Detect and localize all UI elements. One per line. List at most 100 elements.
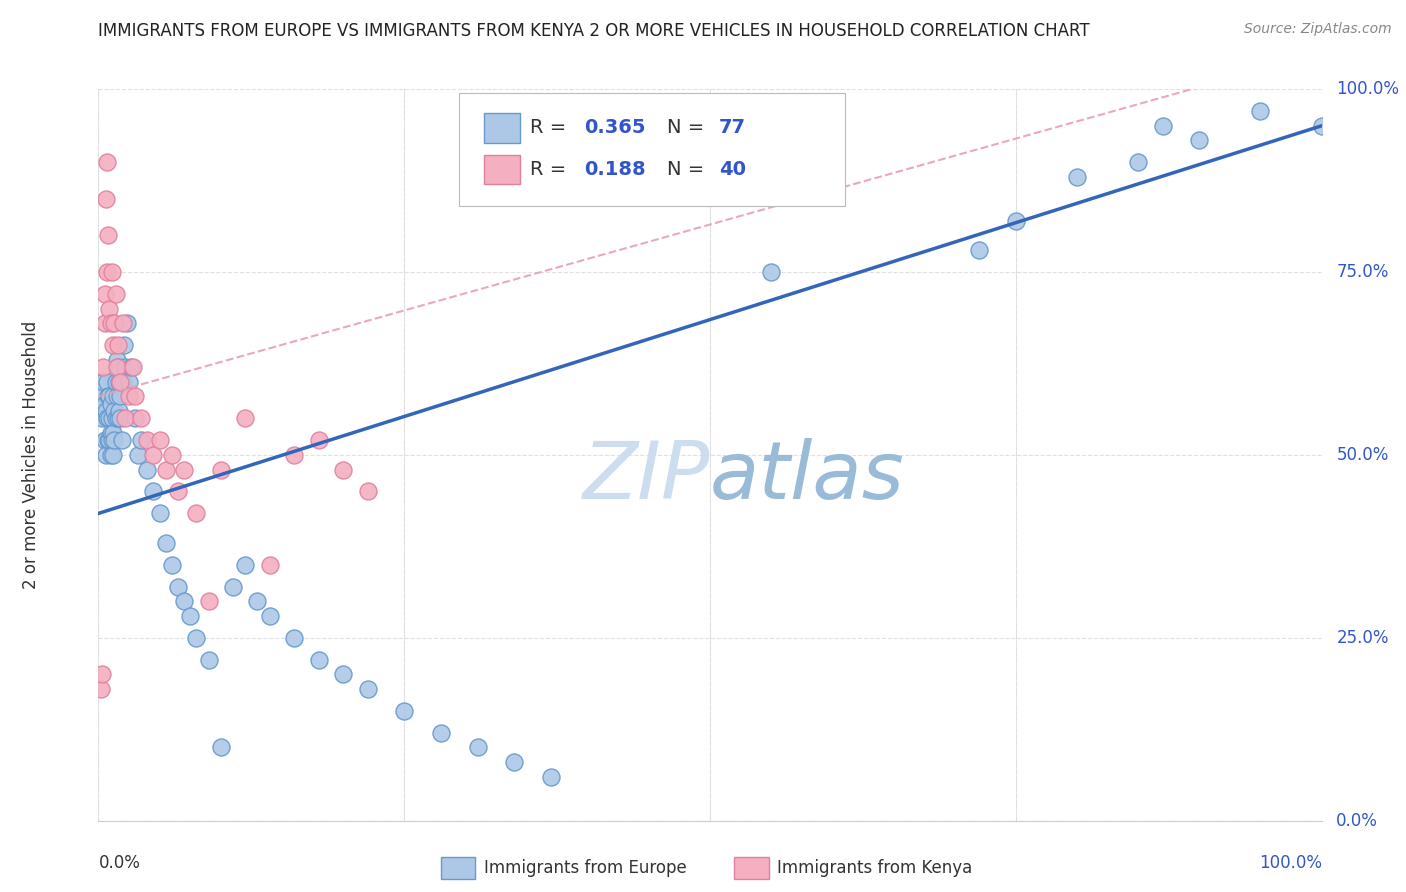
Point — [155, 535, 177, 549]
Point — [115, 316, 138, 330]
Text: 0.188: 0.188 — [583, 161, 645, 179]
Point — [91, 375, 114, 389]
Point — [129, 411, 152, 425]
Point — [105, 352, 128, 367]
Point — [197, 594, 219, 608]
Point — [105, 360, 128, 375]
Point — [103, 316, 125, 330]
Point — [1249, 104, 1271, 119]
Point — [97, 228, 120, 243]
Point — [100, 425, 122, 440]
Point — [104, 411, 127, 425]
Point — [101, 338, 124, 352]
Point — [111, 434, 134, 448]
Point — [103, 404, 125, 418]
Point — [129, 434, 152, 448]
Point — [107, 338, 129, 352]
Point — [283, 631, 305, 645]
Point — [93, 316, 115, 330]
Point — [114, 360, 136, 375]
Point — [100, 448, 122, 462]
Text: 100.0%: 100.0% — [1336, 80, 1399, 98]
Point — [110, 411, 132, 425]
Text: 25.0%: 25.0% — [1336, 629, 1389, 647]
Point — [108, 404, 131, 418]
Point — [167, 580, 190, 594]
Point — [91, 667, 114, 681]
Point — [179, 608, 201, 623]
Point — [332, 462, 354, 476]
Point — [97, 389, 120, 403]
Point — [90, 389, 112, 403]
Point — [101, 434, 124, 448]
Point — [467, 740, 489, 755]
Point — [283, 448, 305, 462]
Point — [136, 434, 159, 448]
Text: 0.365: 0.365 — [583, 119, 645, 137]
Point — [392, 704, 416, 718]
Point — [96, 411, 118, 425]
Point — [98, 389, 121, 403]
Point — [98, 411, 121, 425]
Point — [93, 397, 115, 411]
Point — [332, 667, 354, 681]
Point — [1152, 119, 1174, 133]
Text: 77: 77 — [718, 119, 745, 137]
Text: 40: 40 — [718, 161, 745, 179]
FancyBboxPatch shape — [484, 113, 520, 143]
Point — [101, 411, 124, 425]
Point — [104, 287, 127, 301]
Point — [118, 389, 141, 403]
Text: IMMIGRANTS FROM EUROPE VS IMMIGRANTS FROM KENYA 2 OR MORE VEHICLES IN HOUSEHOLD : IMMIGRANTS FROM EUROPE VS IMMIGRANTS FRO… — [98, 22, 1090, 40]
Point — [1066, 169, 1088, 184]
Point — [124, 411, 146, 425]
Point — [430, 726, 453, 740]
Point — [503, 755, 526, 769]
FancyBboxPatch shape — [460, 93, 845, 206]
Point — [96, 155, 118, 169]
Point — [91, 411, 114, 425]
Point — [1310, 119, 1333, 133]
Text: 2 or more Vehicles in Household: 2 or more Vehicles in Household — [22, 321, 41, 589]
Point — [142, 484, 165, 499]
Text: 75.0%: 75.0% — [1336, 263, 1389, 281]
Point — [149, 434, 172, 448]
Point — [101, 425, 124, 440]
Point — [111, 375, 134, 389]
Point — [104, 375, 127, 389]
Point — [356, 484, 378, 499]
Text: 0.0%: 0.0% — [98, 854, 141, 871]
Point — [233, 558, 256, 572]
Text: 50.0%: 50.0% — [1336, 446, 1389, 464]
Point — [96, 265, 118, 279]
Text: Immigrants from Kenya: Immigrants from Kenya — [778, 859, 973, 877]
Point — [136, 462, 159, 476]
Point — [173, 594, 195, 608]
Point — [107, 411, 129, 425]
Point — [149, 507, 172, 521]
Point — [101, 265, 124, 279]
Text: 100.0%: 100.0% — [1258, 854, 1322, 871]
Point — [118, 375, 141, 389]
Point — [173, 462, 195, 476]
Text: 0.0%: 0.0% — [1336, 812, 1378, 830]
Point — [1004, 214, 1026, 228]
Point — [761, 265, 783, 279]
FancyBboxPatch shape — [484, 155, 520, 185]
Text: atlas: atlas — [710, 438, 905, 516]
Point — [105, 389, 128, 403]
Point — [1188, 133, 1211, 147]
Point — [186, 507, 208, 521]
Text: R =: R = — [530, 119, 572, 137]
Point — [259, 608, 281, 623]
FancyBboxPatch shape — [441, 857, 475, 880]
Point — [94, 192, 117, 206]
Point — [160, 448, 183, 462]
Point — [308, 653, 330, 667]
Point — [127, 448, 149, 462]
Point — [100, 397, 122, 411]
Point — [246, 594, 269, 608]
Text: Source: ZipAtlas.com: Source: ZipAtlas.com — [1244, 22, 1392, 37]
Point — [167, 484, 190, 499]
Point — [93, 434, 115, 448]
